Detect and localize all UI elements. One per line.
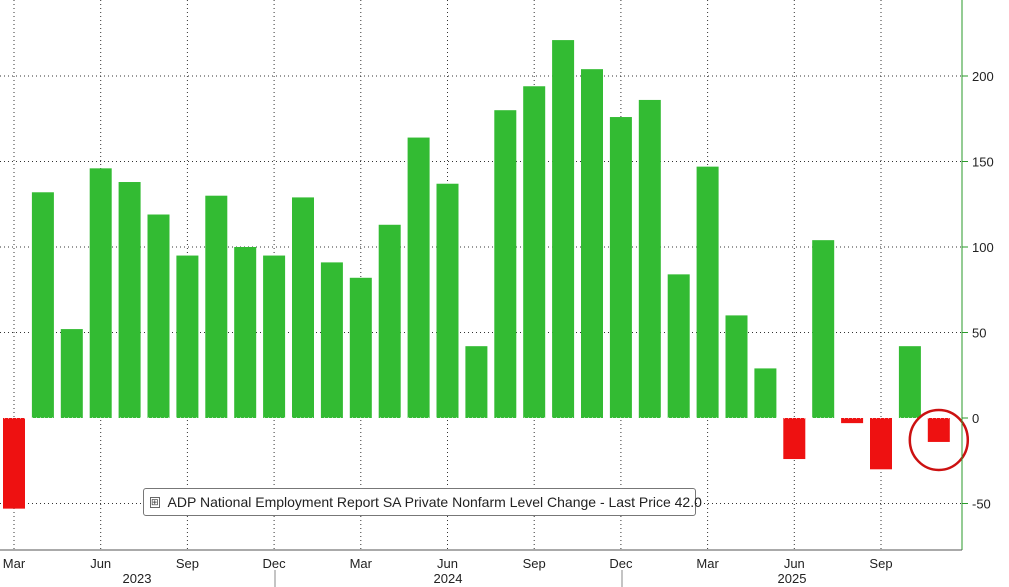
chart-legend[interactable]: ⊞ ADP National Employment Report SA Priv… [143, 488, 702, 516]
bar-2024-08 [494, 110, 517, 418]
bar-2025-03 [696, 166, 719, 418]
x-tick-label: Dec [609, 556, 633, 571]
bar-2023-04 [31, 192, 54, 418]
x-tick-label: Dec [263, 556, 287, 571]
bar-2025-11 [927, 418, 950, 442]
bar-2025-02 [667, 274, 690, 418]
bar-2025-09 [870, 418, 892, 470]
x-tick-label: Sep [869, 556, 892, 571]
bar-2024-02 [320, 262, 343, 418]
bar-2024-07 [465, 346, 488, 418]
legend-label: ADP National Employment Report SA Privat… [167, 494, 702, 510]
y-tick-label: -50 [972, 497, 991, 512]
x-tick-label: Mar [3, 556, 26, 571]
bar-2025-06 [783, 418, 806, 460]
x-tick-label: Jun [784, 556, 805, 571]
bar-2025-04 [725, 315, 748, 418]
y-tick-label: 200 [972, 69, 994, 84]
bar-2024-11 [581, 69, 603, 418]
bar-2024-10 [552, 40, 575, 419]
bar-2025-07 [812, 240, 835, 418]
bar-2023-11 [234, 247, 257, 418]
bar-2025-10 [898, 346, 921, 418]
bar-2023-07 [118, 182, 141, 418]
bar-2025-08 [841, 418, 864, 424]
bars [3, 40, 950, 509]
x-tick-label: Jun [437, 556, 458, 571]
legend-expand-icon[interactable]: ⊞ [150, 496, 160, 508]
x-tick-label: Mar [350, 556, 373, 571]
bar-2023-09 [176, 255, 199, 418]
highlight-circle [908, 408, 970, 472]
bar-2024-05 [407, 137, 430, 418]
bar-2023-03 [3, 418, 25, 509]
year-label: 2025 [778, 571, 807, 586]
bar-2024-12 [609, 117, 632, 418]
bar-2023-06 [89, 168, 112, 418]
bar-2023-05 [60, 329, 83, 418]
bar-2024-01 [292, 197, 314, 418]
bar-2025-01 [638, 99, 661, 418]
x-tick-label: Sep [523, 556, 546, 571]
y-tick-label: 100 [972, 240, 994, 255]
bar-2024-09 [523, 86, 546, 418]
y-tick-label: 50 [972, 326, 986, 341]
bar-2023-08 [147, 214, 170, 418]
bar-2024-04 [378, 224, 401, 418]
x-tick-label: Mar [696, 556, 719, 571]
bar-2023-12 [263, 255, 286, 418]
x-tick-label: Sep [176, 556, 199, 571]
bar-2023-10 [205, 195, 228, 418]
year-label: 2023 [123, 571, 152, 586]
year-label: 2024 [434, 571, 463, 586]
bar-2025-05 [754, 368, 777, 418]
x-tick-label: Jun [90, 556, 111, 571]
bar-2024-03 [349, 277, 372, 418]
bar-2024-06 [436, 183, 459, 418]
y-tick-label: 0 [972, 411, 979, 426]
y-tick-label: 150 [972, 155, 994, 170]
